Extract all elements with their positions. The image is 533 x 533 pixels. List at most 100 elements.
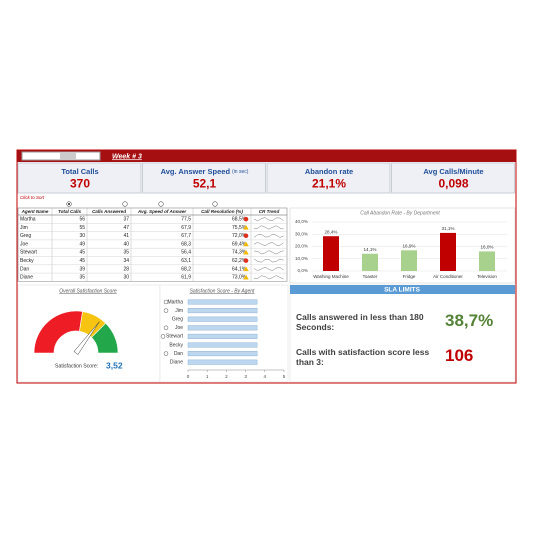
bar	[401, 250, 417, 271]
panel	[289, 284, 516, 383]
table-cell: 61,9	[181, 275, 191, 281]
table-cell: 37	[123, 216, 129, 222]
status-icon	[243, 241, 249, 247]
table-cell: 30	[79, 233, 85, 239]
chart-title: Call Abandon Rate - By Department	[360, 210, 440, 216]
table-cell: 68,3	[181, 241, 191, 247]
data-label: 28,4%	[324, 229, 337, 234]
agent-radio[interactable]	[163, 351, 169, 356]
column-header: Call Resolution (%)	[201, 209, 243, 214]
kpi-value: 370	[70, 177, 90, 191]
sort-radio[interactable]	[122, 201, 128, 207]
status-icon	[243, 233, 249, 239]
bar	[187, 342, 258, 348]
x-tick-label: Toaster	[363, 274, 378, 279]
table-cell: Jim	[20, 225, 28, 231]
y-tick-label: Diane	[170, 360, 183, 366]
sort-radio[interactable]	[212, 201, 218, 207]
x-tick-label: 5	[283, 374, 286, 379]
table-cell: 30	[123, 275, 129, 281]
bar	[187, 333, 258, 339]
y-tick-label: Martha	[167, 299, 183, 305]
sparkline	[253, 258, 284, 263]
y-tick-label: 30,0%	[295, 231, 308, 236]
x-tick-label: 2	[225, 374, 228, 379]
table-cell: 28	[123, 266, 129, 272]
table-cell: 67,7	[181, 233, 191, 239]
column-header: Avg. Speed of Answer	[137, 209, 187, 214]
table-cell: Stewart	[20, 250, 38, 256]
sla-header	[290, 285, 515, 294]
status-icon	[243, 258, 249, 263]
bar	[479, 251, 495, 271]
bar	[187, 325, 258, 331]
table-cell: Martha	[20, 216, 36, 222]
gauge-needle	[73, 321, 100, 355]
sort-radio[interactable]	[158, 201, 164, 207]
status-icon	[243, 216, 249, 222]
kpi-box	[142, 162, 266, 194]
sparkline	[253, 217, 284, 222]
top-bar	[17, 150, 516, 162]
sparkline	[253, 250, 284, 255]
sparkline	[253, 266, 284, 272]
sort-label: Click to Sort	[20, 195, 45, 200]
y-tick-label: Stewart	[166, 334, 184, 340]
x-tick-label: Air Conditioner	[433, 274, 463, 279]
x-tick-label: Television	[477, 274, 497, 279]
y-tick-label: Dan	[174, 351, 183, 357]
sparkline	[253, 233, 284, 238]
data-label: 16,9%	[402, 244, 415, 249]
table-cell: 55	[79, 225, 85, 231]
sparkline	[253, 275, 284, 280]
kpi-value: 52,1	[193, 177, 217, 191]
kpi-note: (in sec)	[232, 169, 249, 175]
table-cell: 34	[123, 258, 129, 264]
table-cell: 69,4%	[232, 241, 247, 247]
status-icon	[243, 249, 249, 255]
table-cell: Becky	[20, 258, 34, 264]
table-cell: Dan	[20, 266, 29, 272]
agent-radio[interactable]	[163, 325, 169, 331]
table-cell: 41	[123, 233, 129, 239]
table-cell: 72,0%	[232, 233, 247, 239]
table-frame	[17, 207, 288, 282]
sla-value: 106	[445, 346, 474, 365]
y-tick-label: 40,0%	[295, 219, 308, 224]
scroll-thumb[interactable]	[60, 153, 76, 159]
week-title: Week # 3	[112, 153, 142, 160]
agent-radio[interactable]	[163, 308, 169, 313]
data-label: 31,1%	[441, 226, 454, 231]
agent-radio[interactable]	[160, 334, 166, 339]
table-cell: 35	[79, 275, 85, 281]
column-header: CR Trend	[259, 209, 280, 214]
table-cell: 56	[79, 216, 85, 222]
sla-title: SLA LIMITS	[384, 287, 421, 294]
table-cell: Joe	[20, 241, 28, 247]
table-cell: 68,5%	[232, 216, 247, 222]
table-cell: 62,2%	[232, 258, 247, 264]
bar	[187, 351, 258, 357]
column-header: Agent Name	[21, 209, 49, 214]
data-label: 16,0%	[480, 245, 493, 250]
table-cell: 35	[123, 250, 129, 256]
kpi-value: 21,1%	[312, 177, 346, 191]
x-tick-label: 1	[206, 374, 209, 379]
y-tick-label: Becky	[169, 342, 183, 348]
kpi-value: 0,098	[438, 177, 468, 191]
column-header: Calls Answered	[92, 209, 126, 214]
x-tick-label: Washing Machine	[313, 274, 349, 279]
table-cell: 73,0%	[232, 275, 247, 281]
chart-title: Overall Satisfaction Score	[59, 288, 117, 294]
status-icon	[243, 266, 249, 272]
agent-radio[interactable]	[163, 299, 169, 305]
table-cell: Diane	[20, 275, 33, 281]
x-tick-label: 3	[244, 374, 247, 379]
kpi-box	[391, 162, 515, 194]
bar	[323, 236, 339, 271]
column-header: Total Calls	[58, 209, 82, 214]
status-icon	[243, 224, 249, 230]
data-label: 14,1%	[363, 247, 376, 252]
table-cell: 47	[123, 225, 129, 231]
